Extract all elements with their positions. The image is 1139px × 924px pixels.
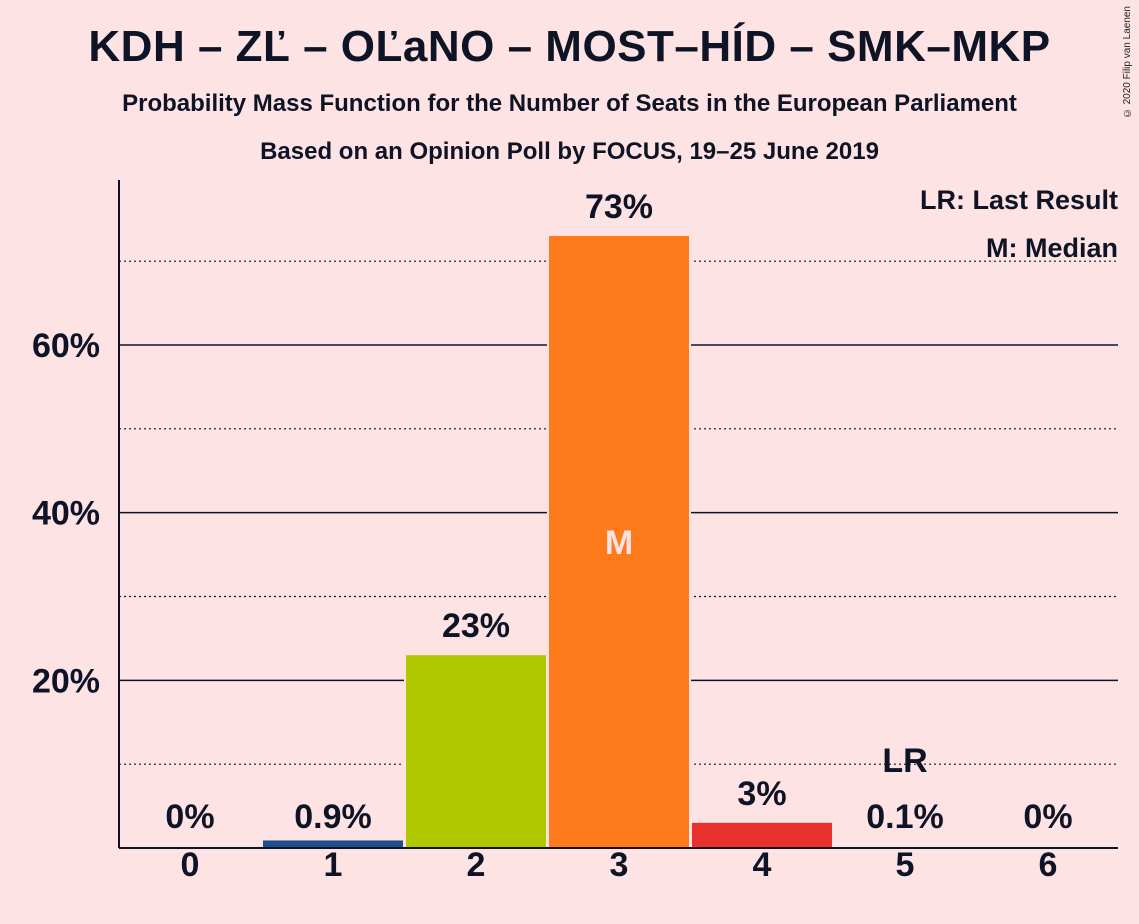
- value-label: 73%: [585, 188, 653, 226]
- y-tick-label: 20%: [32, 662, 100, 700]
- x-tick-label: 4: [753, 846, 772, 884]
- bar: [263, 840, 403, 848]
- x-tick-label: 0: [181, 846, 200, 884]
- axes: [118, 180, 1118, 849]
- value-label: 0.9%: [294, 798, 372, 836]
- x-tick-label: 6: [1039, 846, 1058, 884]
- median-marker: M: [605, 524, 633, 562]
- legend-last-result: LR: Last Result: [920, 185, 1118, 215]
- x-tick-label: 3: [610, 846, 629, 884]
- value-label: 0%: [165, 798, 214, 836]
- y-tick-label: 40%: [32, 495, 100, 533]
- value-label: 0.1%: [866, 798, 944, 836]
- y-tick-label: 60%: [32, 327, 100, 365]
- value-label: 23%: [442, 607, 510, 645]
- labels: 20% 40% 60% 0% 0 0.9% 1 23% 2 73% 3 3% 4 0.1% 5 0% 6 M LR: [32, 188, 1073, 884]
- legend-median: M: Median: [986, 233, 1118, 263]
- bar: [406, 655, 546, 848]
- bars: [261, 234, 977, 848]
- bar: [549, 236, 689, 848]
- value-label: 0%: [1023, 798, 1072, 836]
- value-label: 3%: [737, 775, 786, 813]
- chart-source-note: Based on an Opinion Poll by FOCUS, 19–25…: [260, 138, 879, 165]
- x-tick-label: 2: [467, 846, 486, 884]
- bar: [692, 822, 832, 848]
- x-tick-label: 1: [324, 846, 343, 884]
- x-tick-label: 5: [896, 846, 915, 884]
- chart-subtitle: Probability Mass Function for the Number…: [122, 90, 1017, 117]
- bar-gap: [833, 845, 977, 848]
- chart-title: KDH – ZĽ – OĽaNO – MOST–HÍD – SMK–MKP: [88, 22, 1051, 71]
- last-result-marker: LR: [882, 742, 927, 780]
